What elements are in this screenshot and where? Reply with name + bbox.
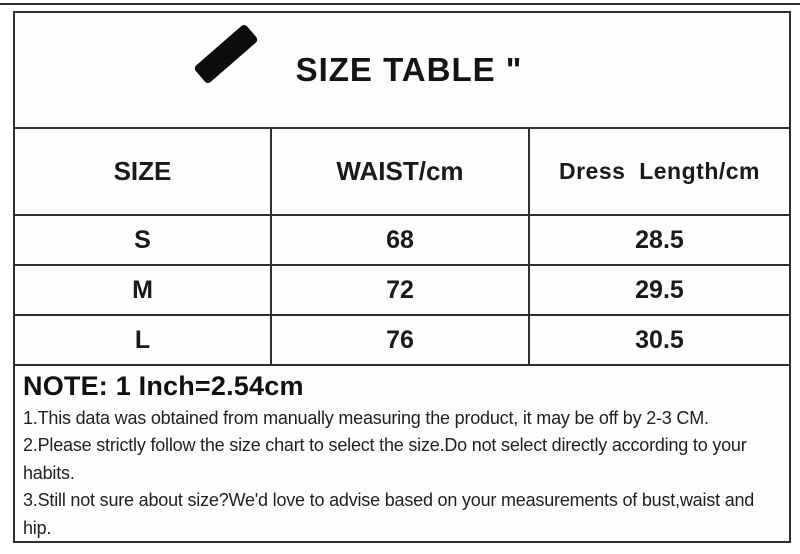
note-headline: NOTE: 1 Inch=2.54cm <box>23 371 304 401</box>
table-row: L 76 30.5 <box>15 316 789 366</box>
column-header-size: SIZE <box>15 129 272 216</box>
note-item: 3.Still not sure about size?We'd love to… <box>23 490 755 538</box>
waist-value: 76 <box>272 316 530 366</box>
column-header-dress-length: Dress Length/cm <box>530 129 789 216</box>
size-value: L <box>15 316 272 366</box>
note-item: 2.Please strictly follow the size chart … <box>23 435 747 483</box>
notes-section: NOTE: 1 Inch=2.54cm 1.This data was obta… <box>15 366 789 541</box>
table-row: S 68 28.5 <box>15 216 789 266</box>
note-item: 1.This data was obtained from manually m… <box>23 408 709 428</box>
waist-value: 72 <box>272 266 530 316</box>
dress-length-value: 30.5 <box>530 316 789 366</box>
page-title: SIZE TABLE " <box>295 51 523 88</box>
dress-length-value: 28.5 <box>530 216 789 266</box>
top-divider <box>0 3 800 5</box>
size-value: S <box>15 216 272 266</box>
dress-length-value: 29.5 <box>530 266 789 316</box>
size-value: M <box>15 266 272 316</box>
waist-value: 68 <box>272 216 530 266</box>
table-header-row: SIZE WAIST/cm Dress Length/cm <box>15 129 789 216</box>
title-band: SIZE TABLE " <box>15 13 789 129</box>
table-row: M 72 29.5 <box>15 266 789 316</box>
column-header-waist: WAIST/cm <box>272 129 530 216</box>
size-table-sheet: SIZE TABLE " SIZE WAIST/cm Dress Length/… <box>13 11 791 543</box>
